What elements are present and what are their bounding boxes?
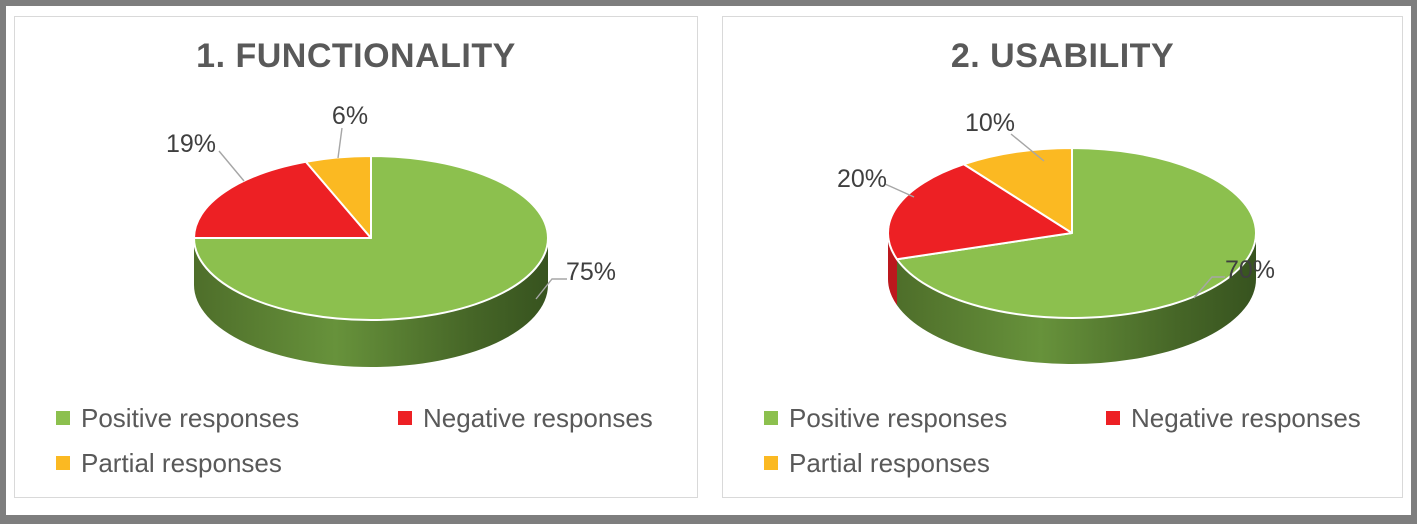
pie-chart-3d-usability: 70% 20% 10% xyxy=(837,109,1275,365)
pie-chart-3d-functionality: 75% 19% 6% xyxy=(166,102,616,367)
pie-slice-positive-responses xyxy=(193,155,549,321)
pie-data-label: 75% xyxy=(566,258,616,286)
chart-panel-functionality: 75% 19% 6% 1. FUNCTIONALITY Positive respo… xyxy=(14,16,698,498)
pie-slice-partial-responses xyxy=(962,147,1073,234)
data-label-leader-line xyxy=(884,183,915,198)
pie-data-label: 70% xyxy=(1225,256,1275,284)
pie-side-negative-responses xyxy=(888,233,898,306)
pie-data-label: 6% xyxy=(332,102,368,130)
pie-slice-positive-responses xyxy=(896,147,1257,319)
pie-data-label: 19% xyxy=(166,130,216,158)
pie-slice-negative-responses xyxy=(193,160,372,239)
pie-side-positive-responses xyxy=(897,233,1256,365)
chart-title: 2. USABILITY xyxy=(950,37,1175,75)
data-label-leader-line xyxy=(535,278,567,300)
data-label-leader-line xyxy=(337,127,343,159)
pie-data-label: 10% xyxy=(965,109,1015,137)
chart-title: 1. FUNCTIONALITY xyxy=(196,37,516,75)
pie-slice-negative-responses xyxy=(887,163,1073,261)
chart-panel-usability: 70% 20% 10% 2. USABILITY Positive response… xyxy=(722,16,1403,498)
data-label-leader-line xyxy=(218,150,245,182)
pie-side-positive-responses xyxy=(194,238,548,367)
pie-data-label: 20% xyxy=(837,165,887,193)
data-label-leader-line xyxy=(1193,276,1225,299)
data-label-leader-line xyxy=(1010,133,1045,162)
